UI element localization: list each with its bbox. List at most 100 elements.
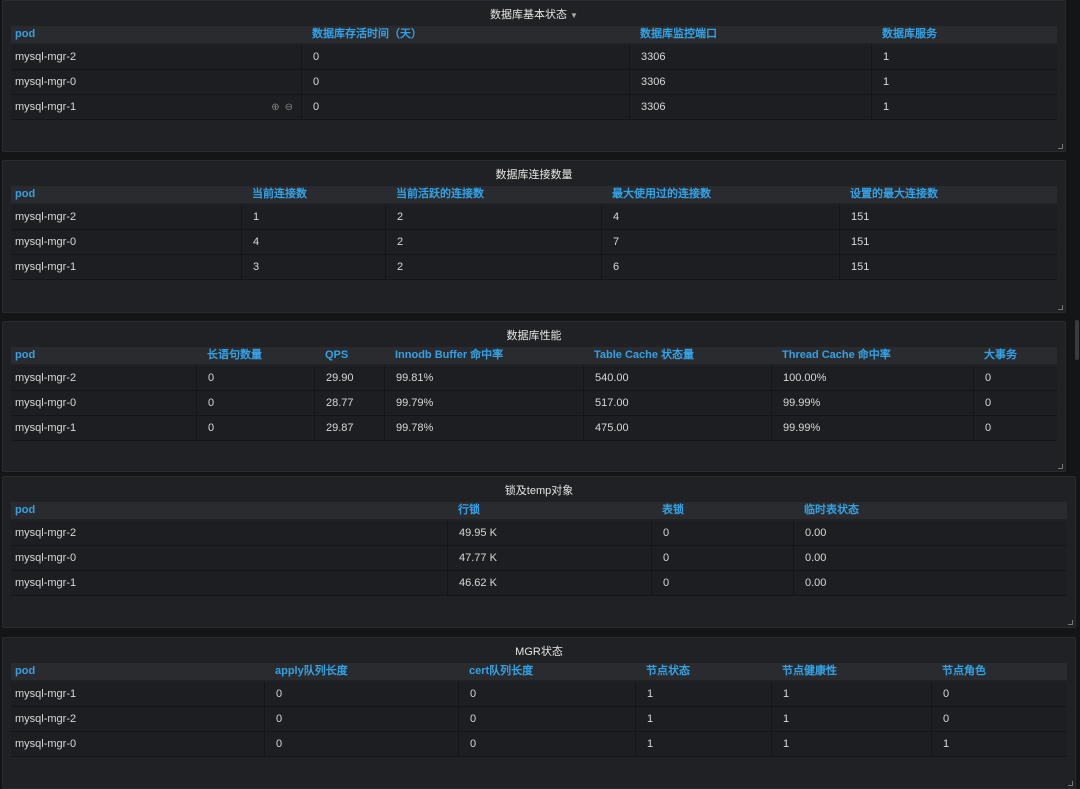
column-header[interactable]: QPS: [325, 349, 349, 361]
column-header[interactable]: 节点健康性: [782, 665, 837, 677]
column-header[interactable]: 数据库服务: [882, 28, 937, 40]
column-header[interactable]: 长语句数量: [207, 349, 262, 361]
column-header[interactable]: apply队列长度: [275, 665, 348, 677]
cell-value: mysql-mgr-0: [15, 738, 77, 750]
data-table: pod 行锁 表锁 临时表状态 mysql-mgr-2 49.95 K 0 0.00 mysql…: [11, 502, 1067, 596]
panel-title-text[interactable]: MGR状态: [515, 646, 563, 658]
table-cell: 2: [385, 255, 403, 279]
resize-handle-icon[interactable]: [1058, 305, 1063, 310]
column-header[interactable]: pod: [15, 665, 36, 677]
table-cell: mysql-mgr-2: [15, 521, 76, 545]
table-row: mysql-mgr-1 3 2 6 151: [11, 255, 1057, 280]
cell-value: mysql-mgr-2: [15, 713, 77, 725]
resize-handle-icon[interactable]: [1068, 620, 1073, 625]
cell-value: 1: [647, 688, 654, 700]
table-cell: mysql-mgr-0: [15, 391, 76, 415]
table-panel: 数据库性能 pod 长语句数量 QPS Innodb Buffer 命中率 Table C…: [2, 321, 1066, 472]
panel-title-text[interactable]: 数据库性能: [506, 330, 562, 342]
table-panel: 数据库基本状态 ▼ pod 数据库存活时间（天） 数据库监控端口 数据库服务 mysql-m…: [2, 0, 1066, 152]
table-cell: 0: [973, 416, 991, 440]
cell-value: 540.00: [595, 372, 629, 384]
resize-handle-icon[interactable]: [1068, 781, 1073, 786]
resize-handle-icon[interactable]: [1058, 144, 1063, 149]
table-cell: 99.78%: [384, 416, 433, 440]
cell-value: 3306: [641, 51, 666, 63]
cell-value: 517.00: [595, 397, 629, 409]
table-row: mysql-mgr-2 1 2 4 151: [11, 205, 1057, 230]
table-cell: 1: [635, 682, 653, 706]
cell-value: 475.00: [595, 422, 629, 434]
table-cell: 0: [301, 95, 319, 119]
column-header[interactable]: pod: [15, 349, 36, 361]
cell-value: 29.87: [326, 422, 354, 434]
panel-title-text[interactable]: 数据库基本状态: [490, 9, 568, 21]
table-header-row: pod 行锁 表锁 临时表状态: [11, 502, 1067, 519]
cell-value: 0: [985, 422, 992, 434]
cell-value: 1: [883, 51, 890, 63]
table-row: mysql-mgr-2 49.95 K 0 0.00: [11, 521, 1067, 546]
cell-value: mysql-mgr-2: [15, 211, 77, 223]
column-header[interactable]: Innodb Buffer 命中率: [395, 349, 504, 361]
resize-handle-icon[interactable]: [1058, 464, 1063, 469]
table-row: mysql-mgr-0 0 3306 1: [11, 70, 1057, 95]
panel-title[interactable]: 数据库基本状态 ▼: [3, 6, 1065, 22]
panel-title[interactable]: 数据库性能: [3, 327, 1065, 343]
column-header[interactable]: 行锁: [458, 504, 480, 516]
column-header[interactable]: 当前活跃的连接数: [396, 188, 484, 200]
table-cell: 1: [241, 205, 259, 229]
page-scrollbar[interactable]: [1075, 320, 1079, 360]
table-cell: 6: [601, 255, 619, 279]
panel-title[interactable]: 锁及temp对象: [3, 482, 1075, 498]
column-header[interactable]: pod: [15, 504, 36, 516]
column-header[interactable]: Thread Cache 命中率: [782, 349, 891, 361]
table-cell: 99.99%: [771, 391, 820, 415]
data-table: pod 当前连接数 当前活跃的连接数 最大使用过的连接数 设置的最大连接数 mysql-m…: [11, 186, 1057, 280]
column-header[interactable]: 数据库存活时间（天）: [312, 28, 422, 40]
table-cell: 1: [871, 70, 889, 94]
table-cell: 1: [871, 95, 889, 119]
cell-value: 46.62 K: [459, 577, 497, 589]
table-cell: mysql-mgr-0: [15, 70, 76, 94]
column-header[interactable]: 节点角色: [942, 665, 986, 677]
table-cell: 0: [973, 391, 991, 415]
cell-value: 0: [208, 397, 215, 409]
column-header[interactable]: Table Cache 状态量: [594, 349, 695, 361]
column-header[interactable]: 最大使用过的连接数: [612, 188, 711, 200]
table-cell: 0: [196, 366, 214, 390]
panel-title[interactable]: MGR状态: [3, 643, 1075, 659]
column-header[interactable]: 表锁: [662, 504, 684, 516]
panel-title[interactable]: 数据库连接数量: [3, 166, 1065, 182]
column-header[interactable]: 数据库监控端口: [640, 28, 717, 40]
table-cell: 475.00: [583, 416, 629, 440]
panel-title-text[interactable]: 锁及temp对象: [504, 485, 574, 497]
column-header[interactable]: 临时表状态: [804, 504, 859, 516]
zoom-in-icon[interactable]: ⊕: [271, 102, 285, 113]
column-header[interactable]: pod: [15, 188, 36, 200]
table-row: mysql-mgr-0 0 0 1 1 1: [11, 732, 1067, 757]
cell-value: 1: [883, 101, 890, 113]
table-cell: mysql-mgr-1 ⊕⊖: [15, 95, 304, 119]
cell-value: 4: [613, 211, 620, 223]
table-cell: mysql-mgr-2: [15, 366, 76, 390]
cell-value: 3: [253, 261, 260, 273]
table-cell: 1: [771, 682, 789, 706]
column-header[interactable]: cert队列长度: [469, 665, 534, 677]
cell-value: 0: [313, 51, 320, 63]
chevron-down-icon[interactable]: ▼: [570, 11, 578, 20]
cell-value: 99.79%: [396, 397, 434, 409]
column-header[interactable]: 设置的最大连接数: [850, 188, 938, 200]
cell-value: 151: [851, 236, 870, 248]
cell-value: 2: [397, 211, 404, 223]
column-header[interactable]: 当前连接数: [252, 188, 307, 200]
cell-value: 0: [313, 76, 320, 88]
table-cell: 0: [931, 682, 949, 706]
cell-value: 99.78%: [396, 422, 434, 434]
cell-value: mysql-mgr-1: [15, 688, 77, 700]
zoom-out-icon[interactable]: ⊖: [284, 102, 298, 113]
column-header[interactable]: 大事务: [984, 349, 1017, 361]
column-header[interactable]: pod: [15, 28, 36, 40]
panel-title-text[interactable]: 数据库连接数量: [495, 169, 573, 181]
cell-value: 151: [851, 211, 870, 223]
table-row: mysql-mgr-2 0 29.90 99.81% 540.00 100.00% 0: [11, 366, 1057, 391]
column-header[interactable]: 节点状态: [646, 665, 690, 677]
